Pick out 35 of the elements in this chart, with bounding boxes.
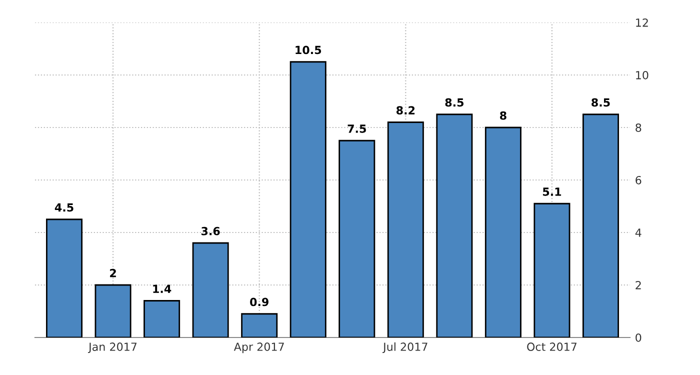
bar	[534, 202, 570, 338]
y-tick-label: 0	[636, 333, 642, 342]
data-label: 3.6	[201, 226, 220, 236]
y-tick-label: 2	[636, 280, 641, 290]
x-tick-label: Jan 2017	[88, 342, 137, 354]
data-label: 0.9	[250, 298, 268, 306]
x-tick-label: Oct 2017	[527, 342, 577, 351]
data-label: 8.2	[396, 106, 415, 115]
bar	[436, 114, 473, 338]
y-tick-label: 6	[636, 176, 642, 184]
y-tick-label: 12	[636, 18, 648, 27]
bar	[387, 122, 424, 338]
x-tick-label: Apr 2017	[234, 342, 284, 354]
bar	[192, 242, 229, 338]
y-tick-label: 10	[636, 70, 648, 80]
y-tick-label: 8	[636, 123, 642, 132]
data-label: 4.5	[54, 203, 74, 212]
bar	[144, 300, 180, 338]
data-label: 8.5	[592, 98, 610, 107]
data-label: 2	[110, 268, 116, 278]
bar	[46, 218, 83, 338]
data-label: 8	[500, 111, 506, 120]
bar	[582, 114, 619, 338]
data-label: 1.4	[153, 284, 172, 293]
y-tick-label: 4	[635, 228, 642, 237]
bar	[94, 284, 132, 338]
bar	[338, 140, 376, 338]
data-label: 8.5	[445, 98, 464, 107]
data-label: 10.5	[296, 46, 322, 54]
data-label: 7.5	[348, 124, 366, 133]
bar	[290, 61, 326, 338]
x-tick-label: Jul 2017	[382, 342, 428, 354]
bar	[484, 126, 522, 338]
data-label: 5.1	[542, 188, 562, 196]
bar	[241, 313, 278, 338]
